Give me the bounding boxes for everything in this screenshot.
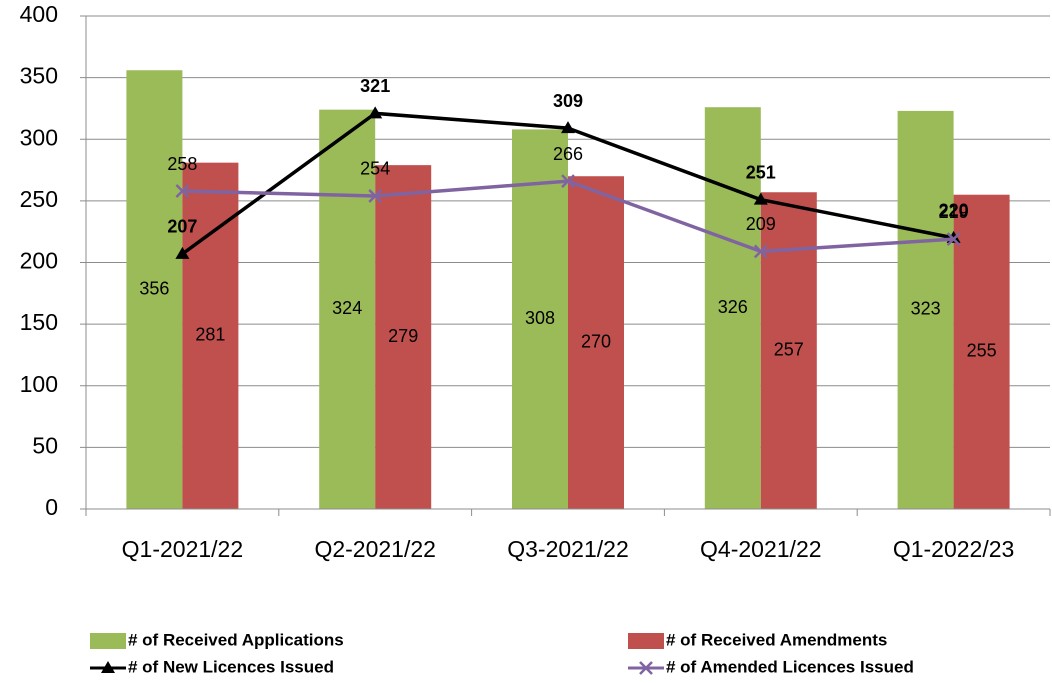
legend-marker: [639, 661, 653, 675]
point-label: 207: [167, 217, 197, 237]
legend-swatch: [90, 633, 126, 649]
point-label: 266: [553, 144, 583, 164]
bar-label: 323: [911, 299, 941, 319]
y-tick-label: 50: [32, 432, 58, 458]
y-tick-label: 150: [20, 309, 58, 335]
point: [175, 246, 190, 259]
bar: [375, 165, 432, 509]
point-label: 209: [746, 214, 776, 234]
point-label: 254: [360, 159, 390, 179]
point: [175, 184, 190, 198]
bar-label: 326: [718, 297, 748, 317]
bar: [568, 176, 624, 509]
point-label: 251: [746, 162, 776, 182]
bar-label: 257: [774, 339, 804, 359]
point: [561, 174, 575, 189]
legend-marker: [101, 661, 115, 673]
bar-label: 279: [388, 326, 418, 346]
point: [753, 244, 768, 259]
bar-label: 255: [967, 341, 997, 361]
bar: [319, 109, 376, 510]
bar-label: 356: [139, 278, 169, 298]
point-label: 220: [939, 201, 969, 221]
bar: [704, 107, 761, 509]
bar-label: 270: [581, 331, 611, 351]
point: [946, 232, 961, 246]
x-tick-label: Q4-2021/22: [700, 536, 821, 562]
point-label: 321: [360, 76, 390, 96]
point: [368, 106, 383, 119]
bar: [760, 192, 817, 509]
point-label: 309: [553, 91, 583, 111]
bar-label: 281: [195, 325, 225, 345]
x-tick-label: Q3-2021/22: [507, 536, 628, 562]
point: [368, 189, 383, 203]
bar-label: 324: [332, 298, 362, 318]
legend-swatch: [628, 633, 664, 649]
legend-label: # of Received Amendments: [666, 630, 887, 649]
y-tick-label: 250: [20, 186, 58, 212]
x-tick-label: Q1-2022/23: [893, 536, 1014, 562]
y-tick-label: 350: [20, 63, 58, 89]
point: [561, 121, 575, 134]
y-tick-label: 200: [20, 248, 58, 274]
y-tick-label: 400: [20, 1, 58, 27]
bar: [512, 129, 568, 509]
x-tick-label: Q2-2021/22: [314, 536, 435, 562]
legend-label: # of Amended Licences Issued: [666, 657, 914, 676]
point-label: 258: [167, 154, 197, 174]
y-tick-label: 300: [20, 124, 58, 150]
point-label: 219: [939, 202, 969, 222]
x-tick-label: Q1-2021/22: [122, 536, 243, 562]
legend-label: # of New Licences Issued: [128, 657, 334, 676]
y-tick-label: 100: [20, 371, 58, 397]
y-tick-label: 0: [45, 494, 58, 520]
point: [753, 192, 768, 205]
bar: [126, 70, 183, 509]
bar-label: 308: [525, 308, 555, 328]
bar: [953, 194, 1010, 509]
legend-label: # of Received Applications: [128, 630, 344, 649]
bar: [897, 110, 954, 509]
